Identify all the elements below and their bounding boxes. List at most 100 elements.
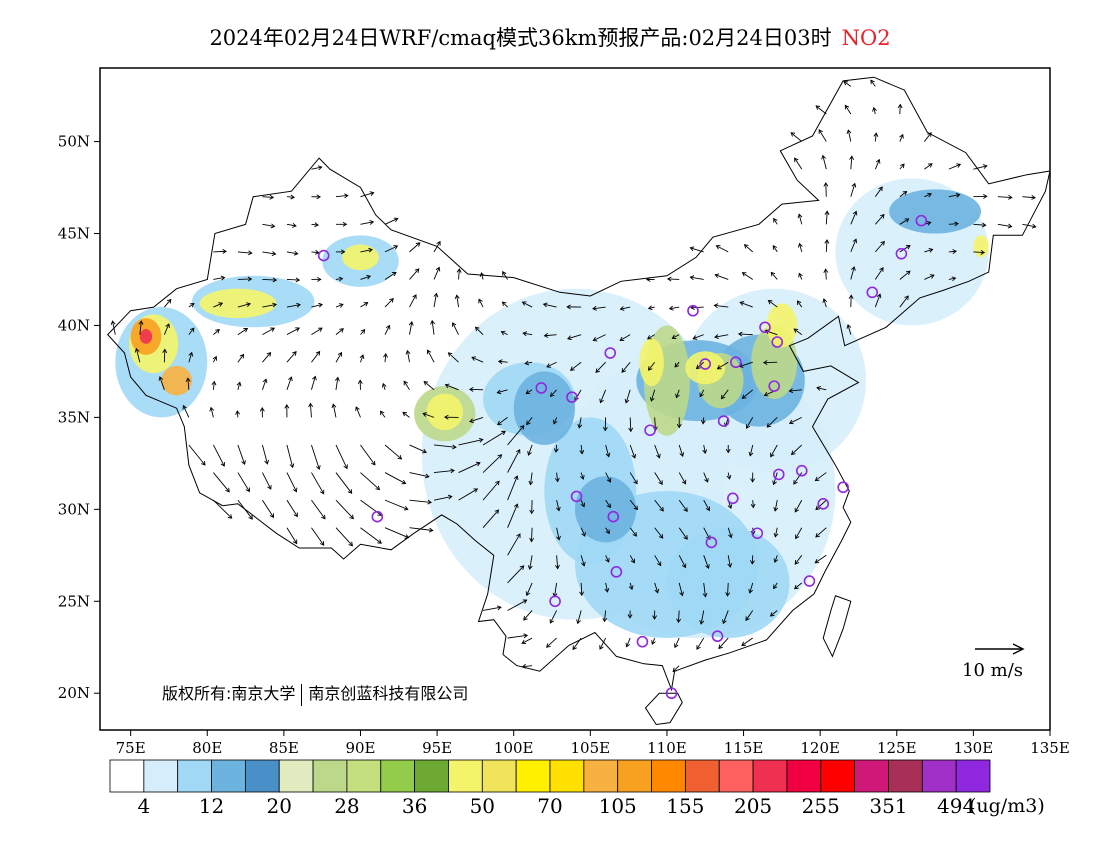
- wind-arrow-icon: [874, 186, 883, 197]
- concentration-blob: [161, 365, 192, 396]
- wind-arrow-icon: [211, 380, 217, 390]
- wind-arrow-icon: [605, 527, 610, 535]
- wind-arrow-icon: [286, 444, 295, 469]
- wind-arrow-icon: [973, 193, 988, 199]
- wind-arrow-icon: [360, 499, 383, 516]
- circle-marker-icon: [371, 510, 384, 523]
- wind-arrow-icon: [526, 417, 533, 426]
- wind-scale-label: 10 m/s: [962, 660, 1023, 681]
- latitude-axis: 50N 45N 40N 35N 30N 25N 20N: [58, 133, 100, 702]
- wind-arrow-icon: [599, 389, 607, 404]
- wind-arrow-icon: [654, 444, 661, 459]
- wind-arrow-icon: [552, 417, 558, 425]
- wind-arrow-icon: [872, 106, 877, 115]
- wind-arrow-icon: [262, 352, 272, 363]
- wind-arrow-icon: [355, 406, 361, 418]
- wind-arrow-icon: [849, 155, 855, 170]
- wind-arrow-icon: [824, 239, 830, 252]
- wind-arrow-icon: [433, 292, 439, 308]
- wind-arrow-icon: [433, 266, 441, 280]
- wind-arrow-icon: [444, 383, 459, 391]
- wind-arrow-icon: [185, 377, 191, 390]
- lon-tick-label: 85E: [269, 739, 299, 757]
- circle-marker-icon: [317, 249, 330, 262]
- wind-arrow-icon: [527, 444, 533, 456]
- wind-arrow-icon: [870, 79, 876, 87]
- wind-arrow-icon: [572, 637, 582, 651]
- wind-arrow-icon: [360, 247, 373, 253]
- wind-arrow-icon: [409, 527, 434, 533]
- wind-arrow-icon: [923, 132, 932, 142]
- wind-arrow-icon: [286, 351, 297, 363]
- wind-arrow-icon: [678, 472, 687, 485]
- wind-arrow-icon: [478, 298, 484, 308]
- wind-arrow-icon: [237, 302, 251, 308]
- wind-arrow-icon: [1022, 195, 1036, 200]
- concentration-blob: [513, 371, 576, 445]
- wind-arrow-icon: [815, 527, 827, 538]
- country-border: [107, 76, 1051, 726]
- wind-arrow-icon: [824, 210, 830, 225]
- wind-arrow-icon: [579, 582, 585, 597]
- wind-arrow-icon: [796, 300, 803, 308]
- wind-arrow-icon: [899, 218, 910, 225]
- wind-arrow-icon: [899, 295, 909, 308]
- wind-arrow-icon: [158, 376, 165, 390]
- wind-arrow-icon: [479, 272, 485, 280]
- wind-arrow-icon: [554, 555, 560, 570]
- wind-arrow-icon: [507, 599, 528, 611]
- wind-arrow-icon: [647, 305, 655, 311]
- wind-arrow-icon: [335, 221, 348, 227]
- wind-arrow-icon: [795, 527, 803, 540]
- wind-arrow-icon: [262, 302, 277, 308]
- wind-arrow-icon: [524, 360, 533, 366]
- wind-arrow-icon: [360, 329, 366, 335]
- wind-arrow-icon: [556, 527, 561, 541]
- wind-arrow-icon: [1022, 223, 1037, 229]
- wind-arrow-icon: [311, 165, 323, 171]
- wind-arrow-icon: [948, 163, 962, 170]
- station-markers: [317, 214, 928, 700]
- lat-tick-label: 40N: [58, 316, 90, 334]
- wind-arrow-icon: [523, 610, 533, 621]
- wind-arrow-icon: [602, 610, 608, 623]
- wind-arrow-icon: [213, 499, 233, 519]
- wind-arrow-icon: [569, 361, 582, 371]
- wind-arrow-icon: [668, 305, 680, 311]
- circle-marker-icon: [771, 336, 784, 348]
- wind-arrow-icon: [741, 637, 753, 647]
- wind-arrow-icon: [797, 213, 803, 225]
- circle-marker-icon: [772, 468, 785, 481]
- wind-arrow-icon: [359, 354, 365, 363]
- wind-arrow-icon: [716, 361, 729, 370]
- circle-marker-icon: [566, 391, 578, 403]
- wind-arrow-icon: [469, 386, 484, 392]
- wind-arrow-icon: [793, 472, 803, 485]
- wind-arrow-icon: [311, 276, 322, 282]
- wind-arrow-icon: [525, 389, 533, 395]
- wind-arrow-icon: [997, 223, 1013, 229]
- concentration-blob: [426, 393, 464, 431]
- wind-arrow-icon: [335, 276, 344, 282]
- wind-arrow-icon: [720, 389, 729, 400]
- wind-arrow-icon: [821, 154, 827, 170]
- wind-arrow-icon: [773, 500, 779, 512]
- wind-arrow-icon: [521, 637, 533, 645]
- wind-arrow-icon: [671, 334, 680, 339]
- wind-arrow-icon: [696, 637, 705, 650]
- wind-arrow-icon: [714, 334, 729, 339]
- wind-arrow-icon: [850, 210, 858, 225]
- wind-arrow-icon: [580, 527, 586, 537]
- wind-arrow-icon: [213, 328, 220, 335]
- wind-arrow-icon: [624, 389, 631, 404]
- wind-arrow-icon: [433, 468, 455, 474]
- concentration-blob: [685, 351, 726, 385]
- lat-tick-label: 45N: [58, 225, 90, 243]
- wind-arrow-icon: [110, 320, 116, 335]
- wind-arrow-icon: [674, 361, 680, 368]
- circle-marker-icon: [644, 424, 656, 437]
- wind-arrow-icon: [444, 414, 459, 420]
- wind-arrow-icon: [554, 472, 560, 483]
- wind-arrow-icon: [850, 238, 858, 253]
- wind-arrow-icon: [286, 527, 298, 545]
